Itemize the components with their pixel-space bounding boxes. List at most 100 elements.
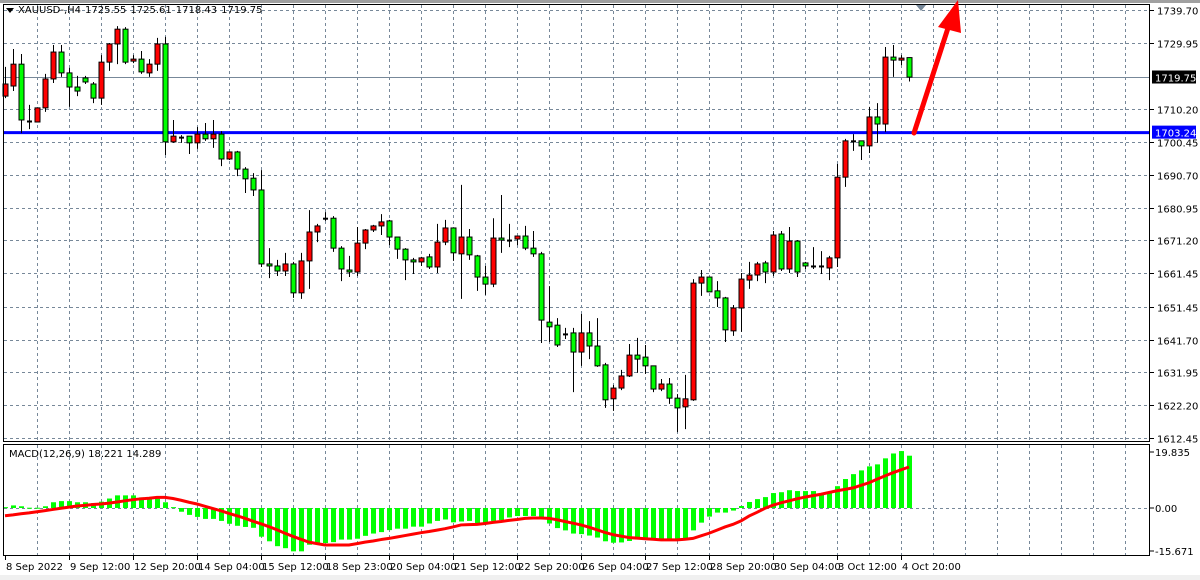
bullish-candle-body (826, 257, 833, 269)
macd-histogram-bar (739, 505, 744, 508)
red-arrow-annotation[interactable] (911, 0, 961, 136)
candle (874, 103, 881, 143)
bullish-candle-body (770, 234, 777, 273)
candle (482, 265, 489, 295)
candle (298, 252, 305, 299)
macd-indicator (3, 451, 912, 552)
macd-name: MACD(12,26,9) (9, 449, 85, 460)
candle (34, 107, 41, 123)
macd-histogram-bar (635, 508, 640, 539)
macd-histogram-bar (883, 458, 888, 508)
macd-histogram-bar (395, 508, 400, 529)
price-axis-label: 1661.45 (1157, 270, 1198, 281)
bullish-candle-body (210, 133, 217, 140)
bullish-candle-body (106, 43, 113, 63)
candle (179, 135, 184, 143)
candle (578, 314, 585, 366)
price-lines (4, 77, 1150, 135)
bearish-candle-body (858, 140, 865, 147)
bullish-candle-body (698, 276, 705, 284)
candle (474, 254, 481, 291)
candle (906, 57, 913, 82)
candle (618, 369, 625, 391)
macd-histogram-bar (499, 508, 504, 521)
bullish-candle-body (130, 58, 137, 62)
macd-histogram-bar (155, 498, 160, 508)
candle (42, 73, 49, 112)
bearish-candle-body (202, 133, 209, 140)
bullish-candle-body (442, 227, 449, 243)
macd-histogram-bar (611, 508, 616, 543)
macd-histogram-bar (643, 508, 648, 539)
chart-header: XAUUSD-,H4 1725.55 1725.61 1718.43 1719.… (6, 5, 262, 16)
macd-histogram-bar (827, 493, 832, 508)
bullish-candle-body (282, 263, 289, 272)
bullish-candle-body (434, 241, 441, 268)
macd-histogram-bar (315, 508, 320, 544)
macd-histogram-bar (715, 508, 720, 513)
price-axis-label: 1729.95 (1157, 40, 1198, 51)
level-price-label-bg (1152, 125, 1196, 139)
macd-histogram-bar (331, 508, 336, 543)
panel-frames (3, 4, 1150, 556)
candle (314, 223, 321, 243)
candle (450, 227, 457, 261)
chart-shift-marker-icon[interactable] (916, 5, 926, 11)
bullish-candle-body (226, 151, 233, 160)
bullish-candle-body (618, 375, 625, 389)
macd-histogram-bar (355, 508, 360, 539)
candle (851, 134, 856, 151)
bearish-candle-body (546, 321, 553, 328)
candle (338, 246, 345, 282)
symbol-timeframe: XAUUSD-,H4 (18, 5, 82, 16)
candle (202, 123, 209, 141)
bullish-candle-body (34, 107, 41, 123)
bearish-candle-body (906, 57, 913, 78)
time-axis-label: 26 Sep 04:00 (582, 562, 649, 573)
candle (138, 51, 145, 74)
candle (858, 140, 865, 161)
macd-histogram-bar (731, 508, 736, 511)
macd-histogram-bar (419, 508, 424, 527)
candle (890, 44, 897, 77)
candle (146, 59, 153, 77)
time-axis-label: 28 Sep 20:00 (710, 562, 777, 573)
bearish-candle-body (802, 262, 809, 267)
bearish-candle-body (258, 189, 265, 265)
bearish-candle-body (890, 56, 897, 61)
macd-histogram-bar (803, 491, 808, 508)
macd-histogram-bar (587, 508, 592, 536)
candle (650, 365, 657, 393)
time-axis-label: 9 Sep 12:00 (70, 562, 130, 573)
candle (586, 321, 593, 360)
bullish-candle-body (362, 229, 369, 244)
bullish-candle-body (354, 242, 361, 273)
macd-histogram-bar (707, 508, 712, 517)
candle (738, 273, 745, 332)
candle (466, 228, 473, 260)
main-panel-frame (3, 4, 1150, 442)
macd-histogram-bar (411, 508, 416, 527)
caret-down-icon[interactable] (6, 8, 14, 13)
macd-histogram-bar (515, 508, 520, 517)
macd-histogram-bar (19, 506, 24, 508)
candle (58, 44, 65, 77)
candle (354, 226, 361, 277)
candle (402, 248, 409, 281)
bearish-candle-body (410, 259, 417, 263)
window-bottom-strip (0, 575, 1200, 580)
ohlc-low: 1718.43 (175, 5, 218, 16)
time-axis-label: 27 Sep 12:00 (646, 562, 713, 573)
bearish-candle-body (634, 354, 641, 360)
price-axis-label: 1641.70 (1157, 337, 1198, 348)
candle (546, 286, 553, 342)
macd-histogram-bar (699, 508, 704, 523)
candle (554, 318, 561, 348)
macd-histogram-bar (539, 508, 544, 518)
bearish-candle-body (706, 276, 713, 293)
macd-histogram-bar (771, 493, 776, 508)
bearish-candle-body (274, 265, 281, 272)
candle (323, 212, 328, 221)
candle (570, 327, 577, 393)
